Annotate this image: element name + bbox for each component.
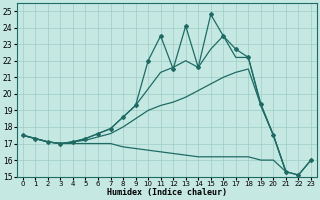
X-axis label: Humidex (Indice chaleur): Humidex (Indice chaleur) — [107, 188, 227, 197]
